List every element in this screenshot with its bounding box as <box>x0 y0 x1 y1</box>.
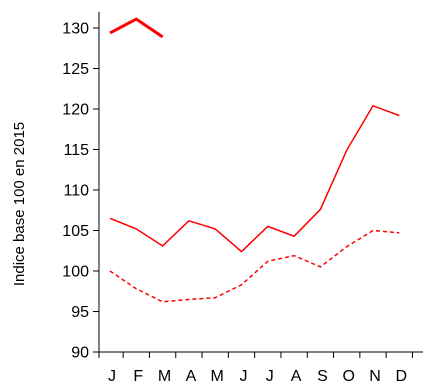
series-line-3 <box>110 231 399 302</box>
y-tick-label: 105 <box>62 223 89 240</box>
y-tick-label: 115 <box>63 142 89 159</box>
x-tick-label: M <box>211 368 224 385</box>
x-tick-label: M <box>158 368 171 385</box>
y-axis: 90 95 100 105 110 115 120 125 130 <box>62 12 99 362</box>
x-tick-label: S <box>317 368 328 385</box>
x-tick-label: J <box>266 368 274 385</box>
y-axis-title: Indice base 100 en 2015 <box>11 122 28 286</box>
x-tick-label: A <box>291 368 302 385</box>
y-tick-label: 125 <box>62 61 89 78</box>
series-layer <box>110 19 399 302</box>
x-tick-label: D <box>396 368 408 385</box>
y-tick-label: 120 <box>62 102 89 119</box>
x-tick-label: A <box>186 368 197 385</box>
x-tick-label: F <box>133 368 143 385</box>
y-tick-label: 110 <box>63 183 89 200</box>
x-tick-label: N <box>369 368 381 385</box>
y-tick-label: 100 <box>62 264 89 281</box>
y-tick-label: 130 <box>62 21 89 38</box>
x-tick-label: J <box>240 368 248 385</box>
series-line-2 <box>110 106 399 252</box>
x-tick-label: O <box>342 368 354 385</box>
y-tick-label: 95 <box>71 304 89 321</box>
series-line-1 <box>110 19 163 37</box>
x-tick-label: J <box>108 368 116 385</box>
y-tick-label: 90 <box>71 345 89 362</box>
